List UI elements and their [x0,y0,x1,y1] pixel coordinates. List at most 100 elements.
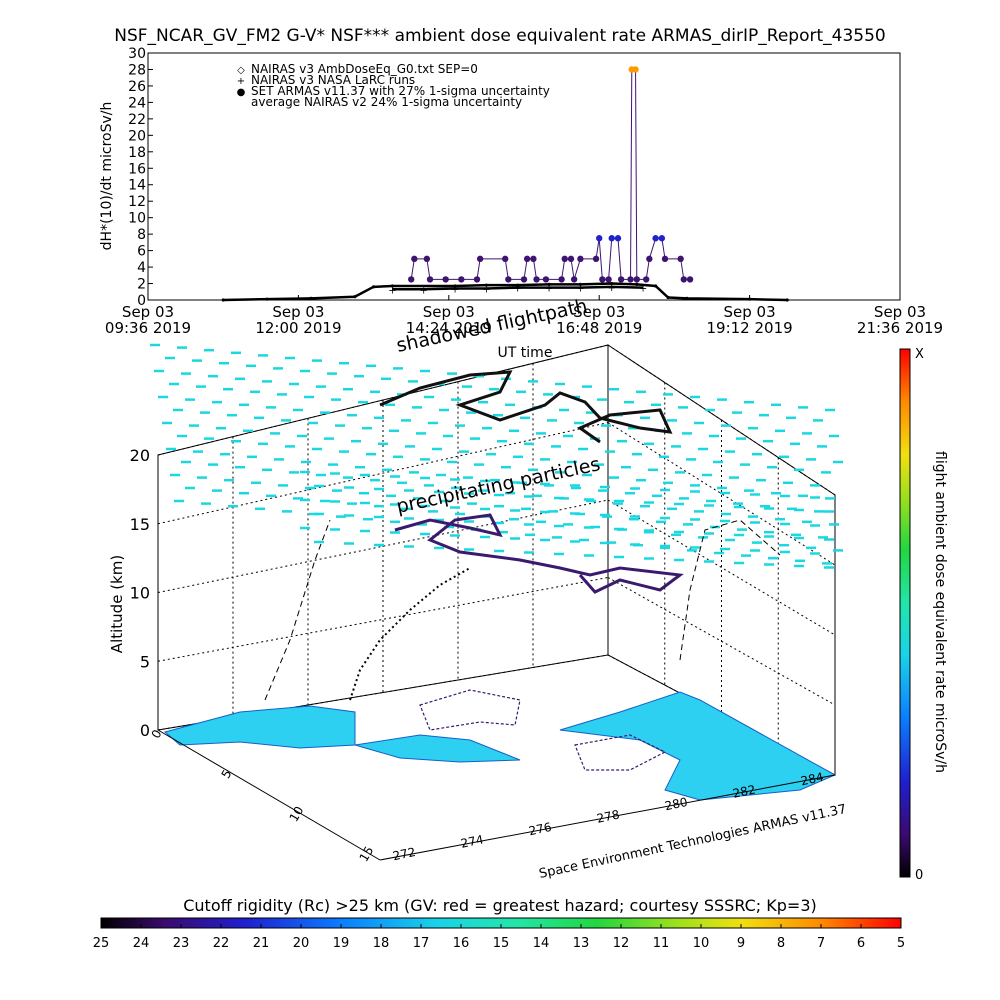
series-point [484,283,488,287]
rigidity-tick-label: 12 [613,936,630,951]
series-point [408,276,415,283]
legend-label: SET ARMAS v11.37 with 27% 1-sigma uncert… [251,84,550,98]
x-tick-label: Sep 03 [874,303,926,321]
dose-colorbar-min-label: 0 [915,868,923,883]
x-tick-label: 21:36 2019 [857,319,943,337]
series-point [635,282,639,286]
y-tick-label: 26 [128,79,146,95]
x-tick-label: Sep 03 [423,303,475,321]
series-point [785,298,789,302]
series-point [520,276,528,283]
precipitating-particle-dashes [150,343,843,569]
series-point [570,276,578,283]
series-point: + [639,284,647,295]
floor-sea-mid [354,734,521,763]
series-point [654,284,658,288]
series-point [646,255,653,263]
series-point [423,255,431,263]
flightpath-mid [394,513,684,594]
series-point [592,255,600,263]
series-point: + [482,284,490,295]
series-point [453,284,457,288]
series-point: + [545,284,553,295]
series-point [265,297,269,301]
series-point [476,255,484,263]
flightpath-curtain-right [679,519,781,661]
altitude-tick-label: 0 [140,721,150,740]
y-tick-label: 10 [128,211,146,227]
rigidity-colorbar-title: Cutoff rigidity (Rc) >25 km (GV: red = g… [183,896,817,915]
annotation-ut-time: UT time [498,345,553,361]
series-point: + [388,285,396,296]
rigidity-tick-label: 25 [93,936,110,951]
y-tick-label: 8 [137,227,146,243]
series-point [578,282,583,286]
rigidity-colorbar: Cutoff rigidity (Rc) >25 km (GV: red = g… [93,896,905,951]
x-tick-label: 19:12 2019 [707,319,793,337]
x-tick-label: 09:36 2019 [105,319,191,337]
series-point [627,276,634,283]
y-tick-label: 24 [128,95,146,111]
series-point [661,255,669,263]
series-point [505,276,512,283]
legend-symbol: + [237,76,245,87]
series-point [502,255,509,263]
flightpath-curtain-left [264,519,331,701]
y-tick-label: 20 [128,128,146,144]
dose-colorbar-max-label: X [915,347,924,362]
right-wall-gridline [607,499,836,636]
altitude-tick-label: 15 [130,515,150,534]
rigidity-tick-label: 7 [817,936,825,951]
rigidity-tick-label: 22 [213,936,230,951]
y-tick-label: 22 [128,112,146,128]
series-point [523,255,531,263]
series-point [547,282,551,286]
series-point [353,295,357,299]
altitude-tick-label: 20 [130,446,150,465]
series-point [677,255,684,263]
series-point [596,235,603,242]
series-point [530,255,537,263]
y-tick-label: 30 [128,46,146,62]
series-point [221,298,225,302]
series-point [533,276,540,283]
series-point [658,235,666,242]
series-point [608,235,615,242]
rigidity-tick-label: 20 [293,936,310,951]
dose-colorbar: X 0 flight ambient dose equivalent rate … [899,347,948,883]
series-point [666,295,670,300]
y-tick-label: 18 [128,145,146,161]
latitude-tick-label: 10 [287,804,307,824]
x-tick-label: Sep 03 [122,303,174,321]
series-point [680,276,687,283]
altitude-axis-label: Altitude (km) [108,555,126,653]
flightpath-ascent [349,567,471,701]
legend-label: NAIRAS v3 NASA LaRC runs [251,73,415,87]
series-point [558,276,565,283]
legend-label: NAIRAS v3 AmbDoseEq_G0.txt SEP=0 [251,62,478,76]
y-tick-label: 4 [137,260,146,276]
legend-label: average NAIRAS v2 24% 1-sigma uncertaint… [251,95,522,109]
rigidity-tick-label: 14 [533,936,550,951]
series-line [392,285,644,291]
altitude-axis: 0 5 10 15 20 [130,446,150,740]
series-point [652,235,659,242]
series-point [411,255,418,263]
series-point [614,235,622,242]
series-point [309,296,313,300]
rigidity-tick-label: 11 [653,936,670,951]
x-tick-label: Sep 03 [724,303,776,321]
top-y-axis-label: dH*(10)/dt microSv/h [99,102,115,251]
top-chart-title: NSF_NCAR_GV_FM2 G-V* NSF*** ambient dose… [114,26,885,46]
legend-symbol: ◇ [237,65,245,76]
series-point [632,66,639,73]
series-point [390,284,394,288]
dose-colorbar-gradient [899,348,911,878]
altitude-tick-label: 10 [130,584,150,603]
y-tick-label: 6 [137,244,146,260]
series-point [643,276,650,283]
